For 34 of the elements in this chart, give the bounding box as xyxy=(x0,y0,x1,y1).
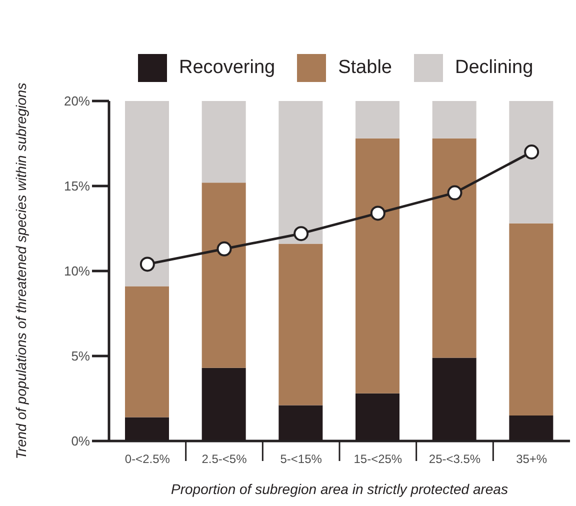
y-tick-label: 5% xyxy=(71,348,90,364)
bar xyxy=(125,286,169,418)
x-tick-label: 15-<25% xyxy=(354,452,402,466)
point xyxy=(447,185,462,200)
y-axis-title: Trend of populations of threatened species within subregions xyxy=(12,82,29,460)
x-axis-title: Proportion of subregion area in strictly protected areas xyxy=(171,481,508,497)
bar xyxy=(509,223,554,416)
x-tick-label: 35+% xyxy=(516,452,548,466)
y-tick-label: 0% xyxy=(71,434,90,449)
point xyxy=(370,206,386,221)
bar xyxy=(432,138,476,358)
y-tick-label: 20% xyxy=(64,94,90,109)
bar xyxy=(278,101,323,244)
bar xyxy=(278,244,323,406)
x-tick-label: 25-<3.5% xyxy=(428,452,481,466)
bar xyxy=(432,101,476,138)
point xyxy=(294,226,309,242)
point xyxy=(216,241,232,256)
x-tick-label: 5-<15% xyxy=(280,452,322,466)
point xyxy=(140,256,155,272)
bar xyxy=(356,101,400,138)
point xyxy=(524,144,540,160)
bar xyxy=(202,182,246,368)
bar xyxy=(202,101,246,183)
x-tick-label: 0-<2.5% xyxy=(124,452,170,466)
legend-label: Recovering xyxy=(179,57,276,79)
legend-label: Declining xyxy=(454,57,534,79)
legend-label: Stable xyxy=(338,57,392,79)
bar xyxy=(356,138,400,394)
y-tick-label: 15% xyxy=(64,178,90,194)
x-tick-label: 2.5-<5% xyxy=(202,452,248,466)
y-tick-label: 10% xyxy=(64,264,90,279)
bar xyxy=(125,101,169,286)
bar xyxy=(509,101,554,224)
